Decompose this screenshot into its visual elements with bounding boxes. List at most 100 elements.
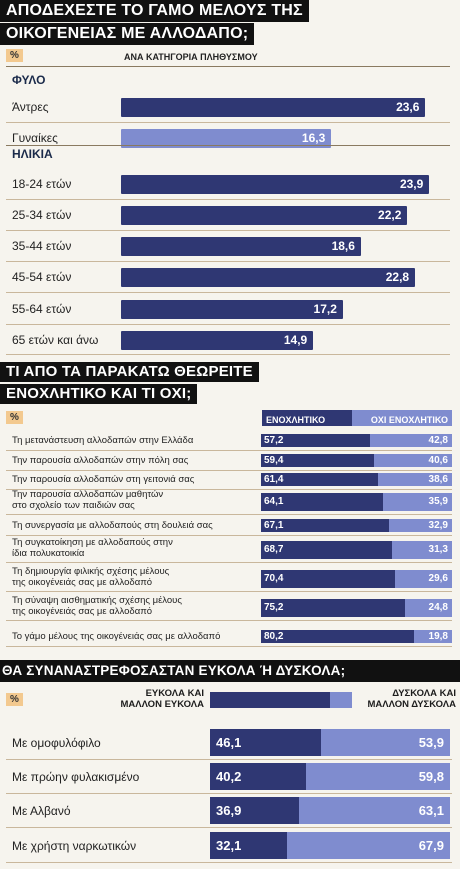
row-separator <box>6 230 450 231</box>
legend-hard-line1: ΔΥΣΚΟΛΑ ΚΑΙ <box>392 688 456 699</box>
row-separator <box>6 646 452 647</box>
section2-title-line1: ΤΙ ΑΠΟ ΤΑ ΠΑΡΑΚΑΤΩ ΘΕΩΡΕΙΤΕ <box>0 362 259 382</box>
row-label: Τη σύναψη αισθηματικής σχέσης μέλους της … <box>12 595 257 617</box>
row-label: Με ομοφυλόφιλο <box>12 736 101 750</box>
row-separator <box>6 793 452 794</box>
row-label: Γυναίκες <box>12 131 58 145</box>
bar <box>121 300 343 319</box>
bar-value-label: 18,6 <box>331 239 355 253</box>
annoying-segment <box>261 473 379 486</box>
annoying-value-label: 80,2 <box>264 630 284 642</box>
row-separator <box>6 759 452 760</box>
bar-value-label: 22,2 <box>378 208 402 222</box>
row-label-line: Την παρουσία αλλοδαπών μαθητών <box>12 489 164 500</box>
not-annoying-value-label: 19,8 <box>428 630 448 642</box>
section1-title-line1: ΑΠΟΔΕΧΕΣΤΕ ΤΟ ΓΑΜΟ ΜΕΛΟΥΣ ΤΗΣ <box>0 0 309 22</box>
not-annoying-value-label: 29,6 <box>428 573 448 584</box>
row-separator <box>6 620 452 621</box>
legend-easy-label: ΕΥΚΟΛΑ ΚΑΙ ΜΑΛΛΟΝ ΕΥΚΟΛΑ <box>108 688 204 710</box>
not-annoying-segment <box>395 570 452 588</box>
legend-hard-label: ΔΥΣΚΟΛΑ ΚΑΙ ΜΑΛΛΟΝ ΔΥΣΚΟΛΑ <box>356 688 457 710</box>
annoying-segment <box>261 570 396 588</box>
row-separator <box>6 514 452 515</box>
row-label-line: Τη συγκατοίκηση με αλλοδαπούς στην <box>12 537 173 548</box>
hard-value-label: 59,8 <box>418 769 444 784</box>
section1-percent-tag: % <box>6 49 23 62</box>
easy-segment <box>210 763 307 790</box>
row-label-line: Την παρουσία αλλοδαπών στη γειτονιά σας <box>12 474 195 485</box>
bar <box>121 268 416 287</box>
row-label: Το γάμο μέλους της οικογένειάς σας με αλ… <box>12 631 257 642</box>
not-annoying-segment <box>414 630 452 643</box>
row-label: Τη μετανάστευση αλλοδαπών στην Ελλάδα <box>12 435 257 446</box>
not-annoying-value-label: 31,3 <box>428 544 448 555</box>
easy-segment <box>210 797 299 824</box>
row-label: Με πρώην φυλακισμένο <box>12 770 140 784</box>
group-separator <box>6 145 450 146</box>
annoying-value-label: 68,7 <box>264 544 284 555</box>
annoying-value-label: 67,1 <box>264 519 284 531</box>
row-label-line: Τη μετανάστευση αλλοδαπών στην Ελλάδα <box>12 435 194 446</box>
section1-bottom-rule <box>6 354 450 355</box>
section2-percent-tag: % <box>6 411 23 424</box>
row-separator <box>6 535 452 536</box>
row-label-line: ίδια πολυκατοικία <box>12 548 85 559</box>
annoying-value-label: 61,4 <box>264 473 284 485</box>
row-label: Τη συγκατοίκηση με αλλοδαπούς στην ίδια π… <box>12 537 257 559</box>
row-label: 45-54 ετών <box>12 270 72 284</box>
bar <box>121 129 332 148</box>
bar-value-label: 14,9 <box>283 333 308 347</box>
row-label: Την παρουσία αλλοδαπών μαθητών στο σχολεί… <box>12 489 257 511</box>
row-label: Την παρουσία αλλοδαπών στη γειτονιά σας <box>12 474 257 485</box>
annoying-value-label: 57,2 <box>264 434 284 446</box>
not-annoying-value-label: 38,6 <box>428 473 448 485</box>
row-label: Με χρήστη ναρκωτικών <box>12 839 137 853</box>
annoying-segment <box>261 493 384 511</box>
legend-easy-line2: ΜΑΛΛΟΝ ΕΥΚΟΛΑ <box>120 699 204 710</box>
row-separator <box>6 261 450 262</box>
annoying-segment <box>261 519 390 532</box>
section2-title-line2: ΕΝΟΧΛΗΤΙΚΟ ΚΑΙ ΤΙ ΟΧΙ; <box>0 384 198 404</box>
row-label: Τη συνεργασία με αλλοδαπούς στη δουλειά … <box>12 520 257 531</box>
bar-value-label: 22,8 <box>385 270 410 284</box>
group-heading-gender: ΦΥΛΟ <box>12 73 46 87</box>
row-label-line: στο σχολείο των παιδιών σας <box>12 500 135 511</box>
annoying-value-label: 70,4 <box>264 573 284 584</box>
easy-segment <box>210 832 288 859</box>
row-separator <box>6 450 452 451</box>
row-label: Τη δημιουργία φιλικής σχέσης μέλους της ο… <box>12 566 257 588</box>
row-separator <box>6 122 450 123</box>
row-label: 55-64 ετών <box>12 302 72 316</box>
annoying-segment <box>261 454 375 467</box>
not-annoying-value-label: 40,6 <box>428 454 448 466</box>
hard-segment <box>298 797 450 824</box>
bar <box>121 98 426 117</box>
legend-hard-swatch <box>330 692 352 708</box>
row-label: Με Αλβανό <box>12 804 71 818</box>
legend-hard-line2: ΜΑΛΛΟΝ ΔΥΣΚΟΛΑ <box>367 699 457 710</box>
not-annoying-segment <box>389 519 452 532</box>
not-annoying-segment <box>383 493 452 511</box>
bar <box>121 175 430 194</box>
annoying-segment <box>261 541 393 559</box>
hard-value-label: 67,9 <box>418 838 444 853</box>
annoying-segment <box>261 599 405 617</box>
bar-value-label: 17,2 <box>313 302 337 316</box>
row-label: 35-44 ετών <box>12 239 72 253</box>
annoying-value-label: 64,1 <box>264 496 284 507</box>
section1-title-line2: ΟΙΚΟΓΕΝΕΙΑΣ ΜΕ ΑΛΛΟΔΑΠΟ; <box>0 23 255 45</box>
row-separator <box>6 324 450 325</box>
row-separator <box>6 292 450 293</box>
row-label-line: της οικογένειάς σας με αλλοδαπό <box>12 577 153 588</box>
row-separator <box>6 199 450 200</box>
easy-value-label: 46,1 <box>216 735 242 750</box>
bar <box>121 206 408 225</box>
hard-value-label: 63,1 <box>418 803 444 818</box>
annoying-segment <box>261 434 371 447</box>
row-separator <box>6 489 452 490</box>
section1-top-rule <box>6 66 450 67</box>
row-label: 65 ετών και άνω <box>12 333 99 347</box>
not-annoying-segment <box>370 434 452 447</box>
row-separator <box>6 827 452 828</box>
row-separator <box>6 470 452 471</box>
